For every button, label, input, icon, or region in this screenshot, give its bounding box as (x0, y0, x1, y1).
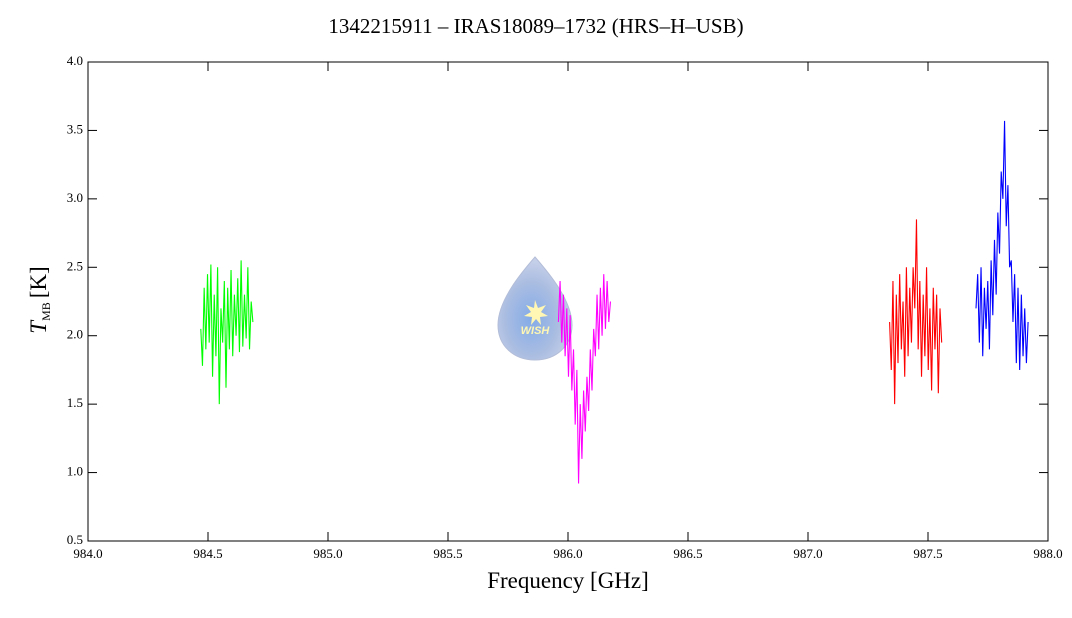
x-tick-label: 987.0 (793, 546, 822, 561)
y-tick-label: 1.0 (67, 464, 83, 479)
x-tick-label: 984.0 (73, 546, 102, 561)
y-tick-label: 0.5 (67, 532, 83, 547)
logo-text: WISH (521, 325, 551, 337)
y-tick-label: 2.5 (67, 258, 83, 273)
spectrum-line (200, 260, 254, 405)
y-tick-label: 4.0 (67, 53, 83, 68)
x-tick-label: 986.0 (553, 546, 582, 561)
x-tick-label: 985.0 (313, 546, 342, 561)
chart-title: 1342215911 – IRAS18089–1732 (HRS–H–USB) (328, 14, 743, 38)
spectrum-line (889, 219, 943, 405)
spectrum-line (975, 120, 1029, 370)
x-tick-label: 984.5 (193, 546, 222, 561)
y-label-unit: [K] (26, 266, 51, 298)
y-tick-label: 3.0 (67, 190, 83, 205)
y-tick-label: 2.0 (67, 327, 83, 342)
logo-star (524, 300, 548, 325)
logo: WISH (497, 256, 573, 361)
y-label-subscript: MB (39, 302, 53, 321)
x-tick-label: 986.5 (673, 546, 702, 561)
x-tick-label: 987.5 (913, 546, 942, 561)
x-tick-label: 988.0 (1033, 546, 1062, 561)
y-label-symbol: T (26, 319, 51, 334)
x-tick-label: 985.5 (433, 546, 462, 561)
y-tick-label: 3.5 (67, 121, 83, 136)
y-tick-label: 1.5 (67, 395, 83, 410)
y-axis-label: TMB [K] (26, 266, 53, 333)
spectrum-line (557, 274, 612, 484)
x-axis-label: Frequency [GHz] (487, 568, 649, 593)
